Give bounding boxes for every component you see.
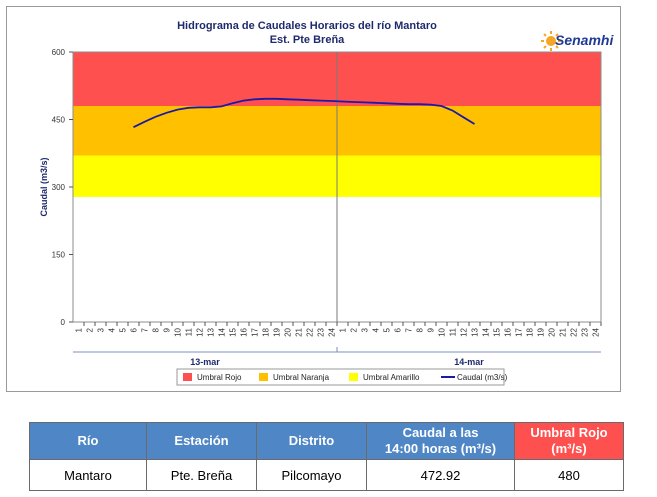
legend-swatch-2 xyxy=(259,373,268,381)
chart-title: Hidrograma de Caudales Horarios del río … xyxy=(177,20,437,32)
x-tick-label: 14 xyxy=(218,327,227,336)
y-tick-label: 150 xyxy=(52,251,66,260)
y-tick-label: 300 xyxy=(52,183,66,192)
cell-caudal: 472.92 xyxy=(366,459,515,491)
x-tick-label: 2 xyxy=(86,327,95,332)
x-tick-label: 17 xyxy=(515,327,524,336)
x-tick-label: 9 xyxy=(427,327,436,332)
x-tick-label: 6 xyxy=(394,327,403,332)
x-tick-label: 20 xyxy=(548,327,557,336)
x-tick-label: 18 xyxy=(262,327,271,336)
header-rio: Río xyxy=(29,422,147,460)
x-tick-label: 4 xyxy=(108,327,117,332)
x-tick-label: 6 xyxy=(130,327,139,332)
y-tick-label: 450 xyxy=(52,116,66,125)
x-tick-label: 11 xyxy=(185,327,194,336)
legend-swatch-3 xyxy=(349,373,358,381)
x-tick-label: 21 xyxy=(295,327,304,336)
x-tick-label: 1 xyxy=(75,327,84,332)
chart-frame: Hidrograma de Caudales Horarios del río … xyxy=(6,6,621,392)
y-tick-label: 0 xyxy=(61,318,66,327)
senamhi-logo: Senamhi xyxy=(541,29,621,59)
x-tick-label: 11 xyxy=(449,327,458,336)
day-label-1: 13-mar xyxy=(190,357,220,367)
hydrograph-chart: Hidrograma de Caudales Horarios del río … xyxy=(39,20,602,386)
x-tick-label: 13 xyxy=(471,327,480,336)
x-tick-label: 21 xyxy=(559,327,568,336)
legend-box xyxy=(176,368,505,386)
x-tick-label: 10 xyxy=(174,327,183,336)
x-tick-label: 23 xyxy=(317,327,326,336)
x-tick-label: 13 xyxy=(207,327,216,336)
x-tick-label: 12 xyxy=(460,327,469,336)
header-distrito: Distrito xyxy=(256,422,367,460)
x-tick-label: 10 xyxy=(438,327,447,336)
cell-rio: Mantaro xyxy=(29,459,147,491)
x-tick-label: 15 xyxy=(493,327,502,336)
x-tick-label: 1 xyxy=(339,327,348,332)
caudal-series-line xyxy=(133,97,475,129)
legend-label-4: Caudal (m3/s) xyxy=(457,373,508,382)
cell-estacion: Pte. Breña xyxy=(146,459,257,491)
x-tick-label: 5 xyxy=(383,327,392,332)
x-tick-label: 15 xyxy=(229,327,238,336)
x-tick-label: 7 xyxy=(141,327,150,332)
legend-label-2: Umbral Naranja xyxy=(273,373,330,382)
x-tick-label: 12 xyxy=(196,327,205,336)
y-axis-label: Caudal (m3/s) xyxy=(39,157,49,216)
legend-label-3: Umbral Amarillo xyxy=(363,373,420,382)
x-tick-label: 23 xyxy=(581,327,590,336)
header-caudal: Caudal a las 14:00 horas (m³/s) xyxy=(366,422,515,460)
x-tick-label: 24 xyxy=(592,327,601,336)
cell-distrito: Pilcomayo xyxy=(256,459,367,491)
x-tick-label: 16 xyxy=(504,327,513,336)
x-tick-label: 14 xyxy=(482,327,491,336)
x-tick-label: 22 xyxy=(306,327,315,336)
x-tick-label: 5 xyxy=(119,327,128,332)
x-tick-label: 9 xyxy=(163,327,172,332)
x-tick-label: 17 xyxy=(251,327,260,336)
x-tick-label: 20 xyxy=(284,327,293,336)
x-tick-label: 8 xyxy=(152,327,161,332)
legend-swatch-1 xyxy=(183,373,192,381)
header-estacion: Estación xyxy=(146,422,257,460)
x-tick-label: 24 xyxy=(328,327,337,336)
table-row: Mantaro Pte. Breña Pilcomayo 472.92 480 xyxy=(29,459,624,491)
logo-text: Senamhi xyxy=(555,32,614,48)
x-tick-label: 19 xyxy=(537,327,546,336)
x-tick-label: 4 xyxy=(372,327,381,332)
legend-label-1: Umbral Rojo xyxy=(197,373,242,382)
x-tick-label: 8 xyxy=(416,327,425,332)
x-tick-label: 2 xyxy=(350,327,359,332)
x-tick-label: 3 xyxy=(97,327,106,332)
x-tick-label: 22 xyxy=(570,327,579,336)
x-tick-label: 3 xyxy=(361,327,370,332)
table-header-row: Río Estación Distrito Caudal a las 14:00 … xyxy=(29,422,624,460)
x-tick-label: 7 xyxy=(405,327,414,332)
cell-umbral-rojo: 480 xyxy=(514,459,624,491)
header-umbral-rojo: Umbral Rojo (m³/s) xyxy=(514,422,624,460)
chart-subtitle: Est. Pte Breña xyxy=(270,34,345,46)
day-label-2: 14-mar xyxy=(454,357,484,367)
y-tick-label: 600 xyxy=(52,48,66,57)
summary-table: Río Estación Distrito Caudal a las 14:00 … xyxy=(29,422,624,491)
x-tick-label: 19 xyxy=(273,327,282,336)
x-tick-label: 18 xyxy=(526,327,535,336)
sun-icon xyxy=(541,31,561,51)
x-tick-label: 16 xyxy=(240,327,249,336)
